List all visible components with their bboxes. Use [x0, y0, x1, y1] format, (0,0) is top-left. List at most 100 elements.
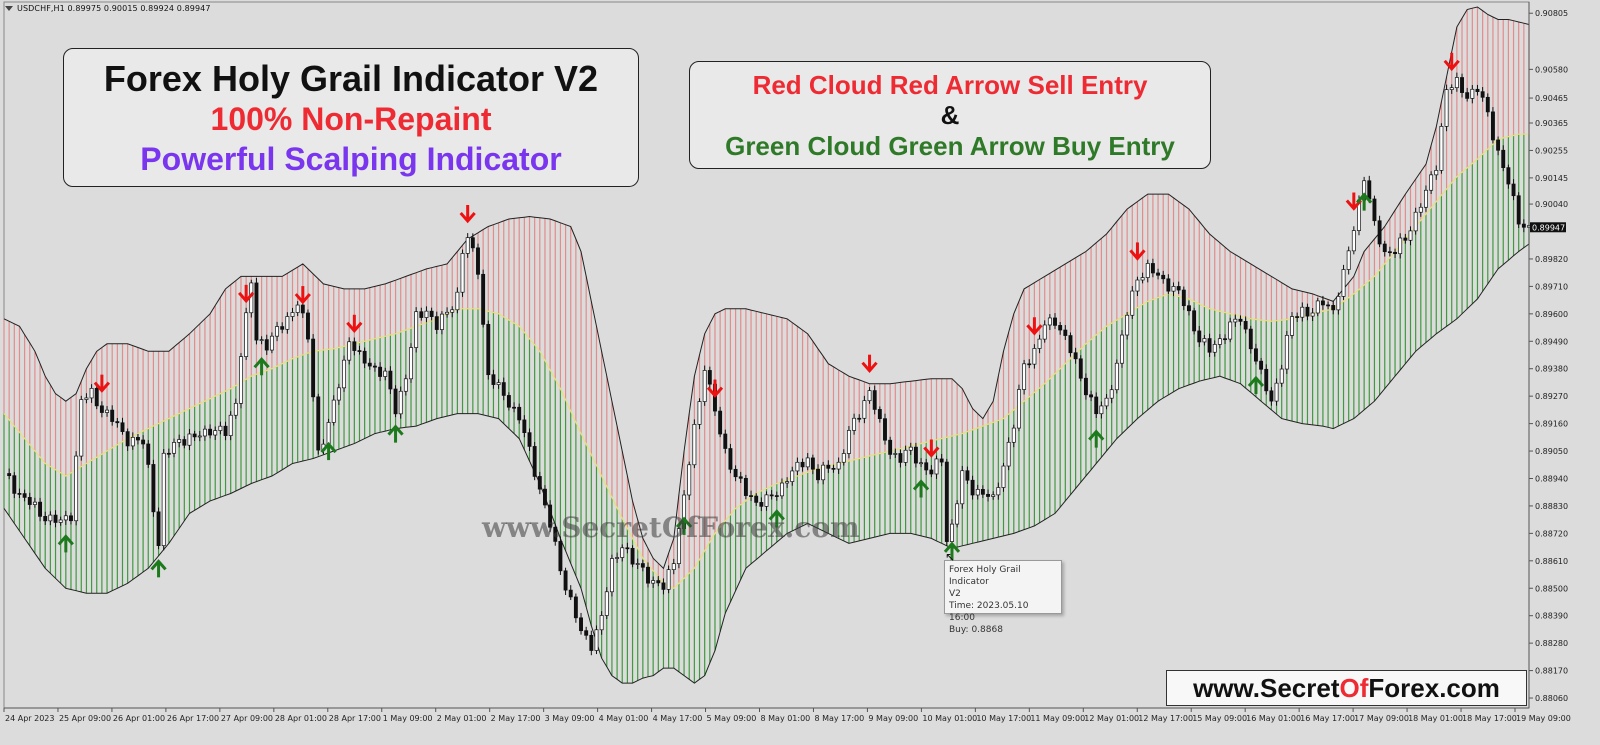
- bear-candle: [913, 446, 918, 464]
- bull-candle: [821, 464, 826, 481]
- sell-arrow-icon: [294, 286, 311, 305]
- time-tick-label: 2 May 17:00: [491, 714, 541, 723]
- bear-candle: [156, 511, 161, 546]
- bull-candle: [161, 452, 166, 546]
- bull-candle: [934, 458, 939, 475]
- bull-candle: [908, 446, 913, 451]
- buy-arrow-head: [675, 516, 693, 528]
- sell-arrow-icon: [346, 314, 363, 334]
- bear-candle: [774, 495, 779, 497]
- time-tick-label: 10 May 01:00: [922, 714, 977, 723]
- bull-candle: [1274, 382, 1279, 402]
- bear-candle: [558, 541, 563, 572]
- bear-candle: [872, 390, 877, 410]
- sell-arrow-head: [294, 293, 311, 305]
- bear-candle: [434, 316, 439, 330]
- bear-candle: [718, 410, 723, 435]
- sell-arrow-head: [706, 386, 724, 398]
- bear-candle: [1295, 316, 1300, 318]
- bull-candle: [403, 378, 408, 392]
- brand-accent: Of: [1339, 673, 1369, 703]
- bear-candle: [857, 417, 862, 420]
- bear-candle: [352, 341, 357, 351]
- bear-candle: [1223, 338, 1227, 341]
- bear-candle: [223, 425, 228, 436]
- bull-candle: [1449, 87, 1454, 90]
- buy-arrow-icon: [675, 516, 693, 535]
- buy-arrow-icon: [1088, 429, 1105, 448]
- bull-candle: [671, 563, 676, 570]
- bull-candle: [790, 470, 795, 482]
- bear-candle: [1094, 396, 1099, 415]
- entry-rules-panel: Red Cloud Red Arrow Sell Entry & Green C…: [689, 61, 1211, 169]
- bear-candle: [27, 497, 32, 505]
- bull-candle: [187, 433, 192, 446]
- bull-candle: [852, 417, 857, 431]
- bear-candle: [115, 421, 120, 424]
- bear-candle: [311, 338, 316, 398]
- sell-arrow-head: [861, 361, 878, 373]
- price-axis: 0.90805 0.90580 0.90465 0.90365 0.90255 0.901…: [1528, 2, 1568, 708]
- price-tick-label: 0.90365: [1535, 119, 1568, 128]
- bull-candle: [1290, 316, 1294, 336]
- bull-candle: [955, 503, 960, 525]
- sell-arrow-icon: [238, 284, 255, 304]
- buy-arrow-icon: [1356, 192, 1373, 211]
- bull-candle: [1418, 206, 1423, 213]
- bull-candle: [197, 435, 202, 438]
- sell-arrow-head: [346, 321, 363, 334]
- bear-candle: [826, 464, 831, 469]
- buy-arrow-icon: [943, 541, 961, 560]
- time-tick-label: 8 May 17:00: [814, 714, 864, 723]
- bear-candle: [388, 370, 393, 390]
- bear-candle: [883, 418, 887, 441]
- price-tick-label: 0.88940: [1535, 474, 1568, 483]
- bear-candle: [1496, 139, 1501, 151]
- bull-candle: [692, 424, 697, 466]
- sell-arrow-icon: [1443, 52, 1460, 72]
- tooltip-name: Forex Holy Grail Indicator: [949, 565, 1021, 587]
- bear-candle: [69, 515, 73, 522]
- buy-arrow-head: [912, 479, 930, 491]
- bear-candle: [743, 477, 748, 496]
- bull-candle: [1016, 389, 1021, 429]
- bull-candle: [58, 519, 63, 523]
- symbol-dropdown-icon[interactable]: [5, 6, 13, 11]
- time-tick-label: 16 May 17:00: [1300, 714, 1355, 723]
- bull-candle: [63, 515, 68, 521]
- bull-candle: [666, 569, 671, 590]
- bear-candle: [470, 237, 475, 249]
- bear-candle: [1243, 321, 1248, 330]
- non-repaint-label: 100% Non-Repaint: [210, 101, 492, 137]
- bear-candle: [120, 422, 125, 432]
- bull-candle: [239, 356, 243, 404]
- bear-candle: [192, 433, 197, 438]
- bull-candle: [398, 390, 403, 415]
- bull-candle: [1434, 170, 1439, 176]
- bull-candle: [1125, 314, 1130, 336]
- price-tick-label: 0.88830: [1535, 502, 1568, 511]
- buy-arrow-head: [768, 509, 785, 521]
- bull-candle: [74, 455, 79, 522]
- buy-arrow-icon: [150, 559, 167, 578]
- bull-candle: [295, 304, 300, 313]
- time-tick-label: 18 May 17:00: [1462, 714, 1517, 723]
- bear-candle: [1078, 358, 1083, 379]
- bear-candle: [759, 502, 764, 507]
- bull-candle: [599, 615, 604, 631]
- buy-arrow-head: [320, 441, 337, 454]
- bear-candle: [1264, 368, 1269, 392]
- bear-candle: [733, 468, 738, 478]
- bear-candle: [357, 350, 362, 352]
- bear-candle: [527, 432, 532, 447]
- bull-candle: [1233, 318, 1238, 323]
- bull-candle: [1140, 277, 1145, 281]
- sell-arrow-icon: [93, 374, 111, 393]
- buy-arrow-icon: [768, 509, 785, 528]
- bull-candle: [1212, 344, 1217, 353]
- time-tick-label: 18 May 01:00: [1408, 714, 1463, 723]
- bull-candle: [455, 291, 460, 311]
- bear-candle: [939, 458, 944, 463]
- bull-candle: [785, 481, 790, 484]
